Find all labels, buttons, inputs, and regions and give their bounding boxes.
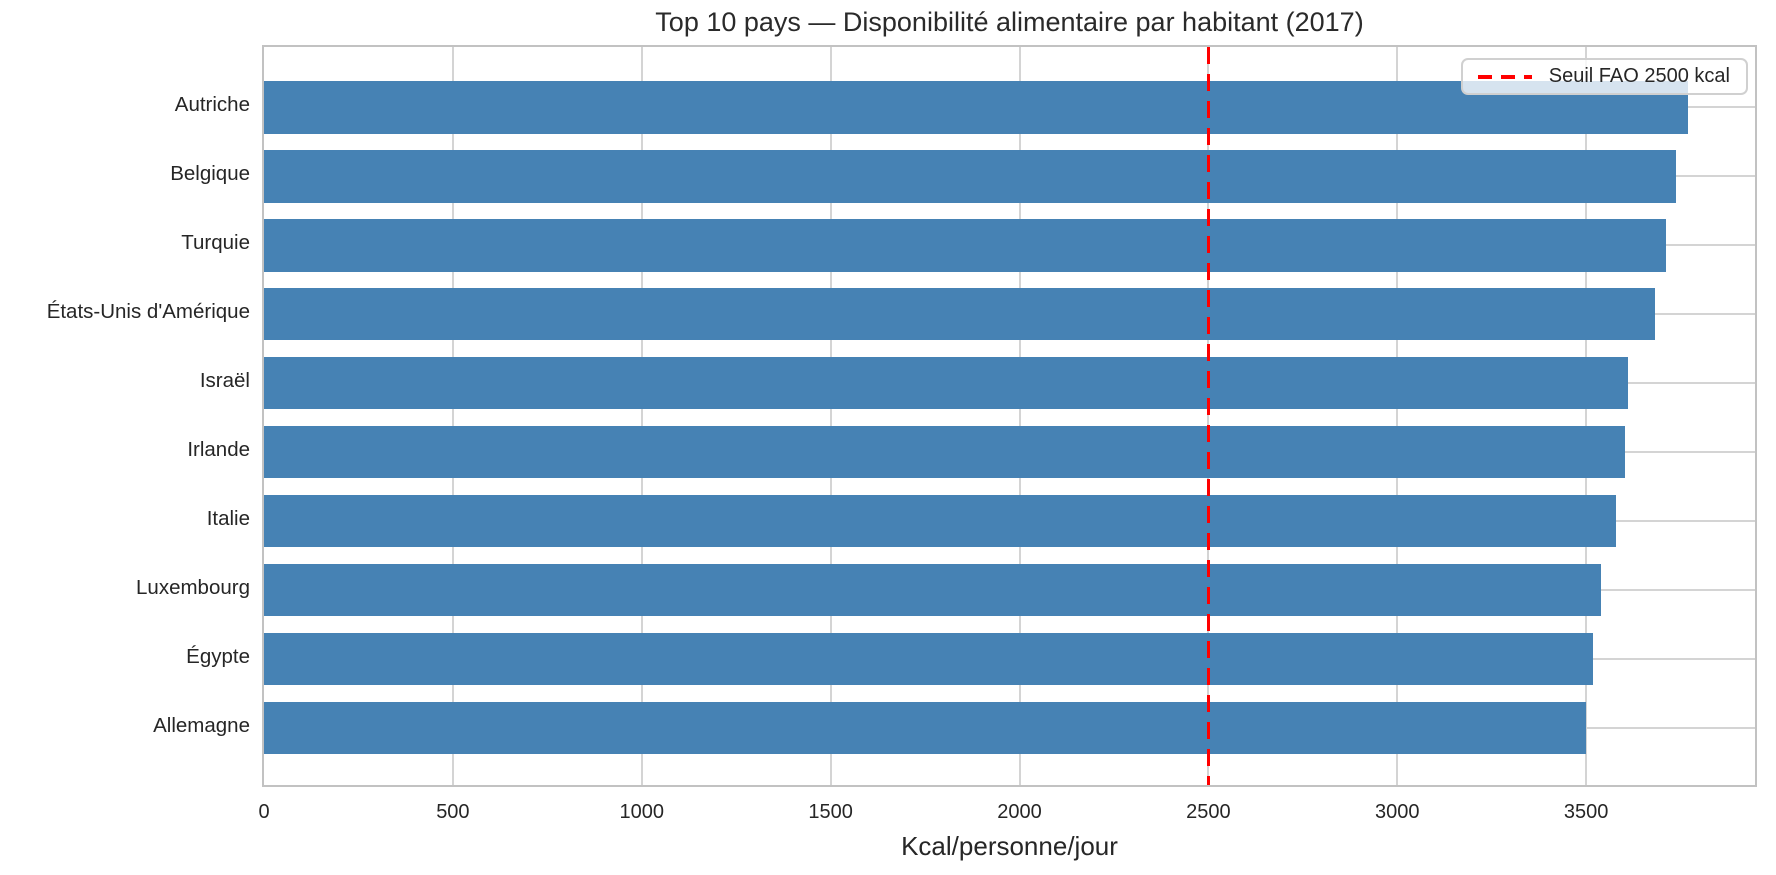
y-tick-label-Luxembourg: Luxembourg (136, 575, 250, 599)
bar-Turquie (264, 218, 1666, 272)
x-tick-label-500: 500 (436, 801, 470, 823)
bar-Irlande (264, 425, 1625, 479)
bar-Italie (264, 494, 1616, 548)
x-tick-label-0: 0 (258, 801, 270, 823)
bar-Israël (264, 356, 1628, 410)
v-gridline-3500 (1585, 47, 1588, 785)
bar-Égypte (264, 632, 1593, 686)
chart-title: Top 10 pays — Disponibilité alimentaire … (655, 7, 1364, 37)
x-tick-label-2500: 2500 (1186, 801, 1231, 823)
v-gridline-2000 (1018, 47, 1021, 785)
y-tick-label-Turquie: Turquie (181, 230, 250, 254)
legend: Seuil FAO 2500 kcal (1460, 58, 1748, 95)
y-tick-label-Irlande: Irlande (187, 437, 250, 461)
x-axis-label: Kcal/personne/jour (901, 831, 1118, 861)
y-tick-label-Égypte: Égypte (186, 644, 250, 668)
v-gridline-1000 (640, 47, 643, 785)
red-dashed-line-icon (1477, 74, 1532, 79)
y-tick-label-États-Unis d'Amérique: États-Unis d'Amérique (46, 299, 250, 323)
x-tick-label-3000: 3000 (1375, 801, 1420, 823)
bar-Allemagne (264, 701, 1586, 755)
bar-Autriche (264, 81, 1689, 134)
plot-area: Seuil FAO 2500 kcal (262, 45, 1757, 787)
bar-Belgique (264, 149, 1676, 203)
v-gridline-500 (451, 47, 454, 785)
y-tick-label-Allemagne: Allemagne (153, 713, 250, 737)
bar-Luxembourg (264, 563, 1601, 617)
y-tick-label-Autriche: Autriche (174, 93, 250, 116)
v-gridline-3000 (1396, 47, 1399, 785)
x-tick-label-1500: 1500 (808, 801, 853, 823)
x-tick-label-1000: 1000 (619, 801, 665, 823)
bar-États-Unis d'Amérique (264, 287, 1655, 341)
v-gridline-1500 (829, 47, 832, 785)
legend-label: Seuil FAO 2500 kcal (1548, 65, 1730, 87)
y-tick-label-Belgique: Belgique (170, 161, 250, 185)
threshold-line (1206, 47, 1211, 785)
x-tick-label-2000: 2000 (997, 801, 1042, 823)
y-tick-label-Israël: Israël (199, 368, 250, 392)
x-tick-label-3500: 3500 (1563, 801, 1609, 823)
y-tick-label-Italie: Italie (206, 506, 250, 530)
